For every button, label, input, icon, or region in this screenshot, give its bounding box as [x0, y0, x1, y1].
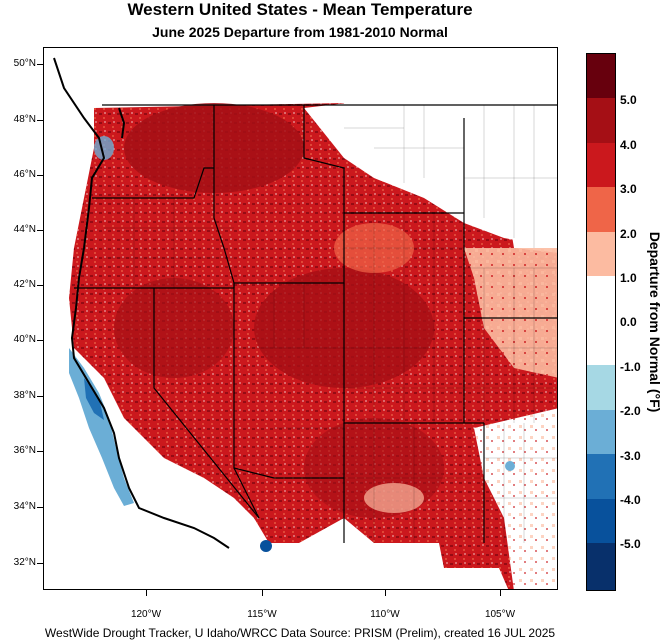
colorbar-label: 5.0 [620, 93, 637, 107]
colorbar-swatch [587, 410, 615, 454]
lat-label-36: 36°N [13, 445, 36, 456]
colorbar-label: 0.0 [620, 315, 637, 329]
lat-tick [37, 64, 43, 65]
colorbar-swatch [587, 143, 615, 187]
colorbar-label: 2.0 [620, 227, 637, 241]
cool-spot [260, 540, 272, 552]
colorbar-label: -5.0 [620, 537, 641, 551]
lat-tick [37, 120, 43, 121]
colorbar-swatch [587, 499, 615, 543]
lon-tick [500, 590, 501, 596]
colorbar-swatch [587, 54, 615, 98]
coastline [53, 57, 230, 549]
colorbar-title: Departure from Normal (°F) [647, 231, 663, 413]
map-canvas [53, 57, 557, 589]
colorbar-swatch [587, 365, 615, 410]
colorbar-swatch [587, 543, 615, 590]
colorbar-label: -3.0 [620, 449, 641, 463]
colorbar-swatch [587, 454, 615, 499]
lon-tick [385, 590, 386, 596]
lon-label-105: 105°W [484, 609, 516, 620]
lat-label-40: 40°N [13, 334, 36, 345]
temperature-departure-map [43, 47, 558, 590]
colorbar-swatch [587, 98, 615, 143]
colorbar-label: -2.0 [620, 404, 641, 418]
lat-label-34: 34°N [13, 501, 36, 512]
colorbar-label: 3.0 [620, 182, 637, 196]
colorbar-label: 4.0 [620, 138, 637, 152]
lat-label-48: 48°N [13, 114, 36, 125]
lat-label-38: 38°N [13, 390, 36, 401]
map-subtitle: June 2025 Departure from 1981-2010 Norma… [152, 24, 448, 40]
lon-label-120: 120°W [130, 609, 162, 620]
colorbar-swatch [587, 232, 615, 276]
lat-tick [37, 285, 43, 286]
lat-label-32: 32°N [13, 557, 36, 568]
map-title: Western United States - Mean Temperature [127, 0, 473, 19]
lat-tick [37, 175, 43, 176]
colorbar-swatch [587, 321, 615, 365]
lat-tick [37, 507, 43, 508]
colorbar-label: -4.0 [620, 493, 641, 507]
footer-credit: WestWide Drought Tracker, U Idaho/WRCC D… [44, 626, 556, 640]
state-borders [74, 105, 557, 543]
lat-tick [37, 563, 43, 564]
near-normal-region [304, 78, 557, 248]
colorbar-swatch [587, 187, 615, 232]
colorbar [586, 53, 616, 591]
lat-label-44: 44°N [13, 224, 36, 235]
lon-label-110: 110°W [370, 609, 400, 620]
lat-label-46: 46°N [13, 169, 36, 180]
lon-tick [262, 590, 263, 596]
lat-tick [37, 230, 43, 231]
lat-label-50: 50°N [13, 58, 36, 69]
lat-tick [37, 340, 43, 341]
lat-label-42: 42°N [13, 279, 36, 290]
colorbar-label: 1.0 [620, 271, 637, 285]
colorbar-label: -1.0 [620, 360, 641, 374]
lon-label-115: 115°W [247, 609, 277, 620]
lon-tick [146, 590, 147, 596]
lat-tick [37, 451, 43, 452]
lat-tick [37, 396, 43, 397]
colorbar-swatch [587, 276, 615, 322]
